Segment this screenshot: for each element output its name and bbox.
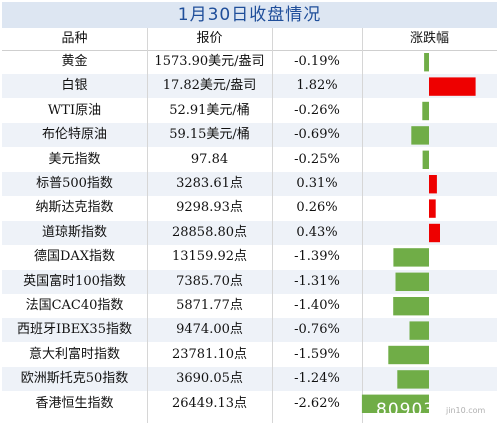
column-divider — [362, 28, 363, 423]
row-change: -0.19% — [294, 54, 340, 69]
row-change: 0.26% — [296, 200, 338, 216]
row-change: -1.39% — [294, 249, 340, 265]
row-price: 5871.77点 — [176, 298, 243, 313]
change-bar — [422, 101, 429, 121]
row-price: 97.84 — [190, 151, 229, 167]
watermark-text: 80903 — [376, 400, 436, 420]
row-name: 西班牙IBEX35指数 — [17, 322, 132, 338]
column-header-price: 报价 — [196, 31, 223, 46]
change-bar — [429, 77, 476, 96]
column-divider — [272, 28, 273, 423]
row-price: 28858.80点 — [171, 224, 248, 240]
table-row: 纳斯达克指数 9298.93点 0.26% — [2, 196, 497, 220]
table-row: 黄金 1573.90美元/盎司 -0.19% — [2, 50, 497, 74]
row-name: 道琼斯指数 — [41, 224, 107, 240]
row-name: 香港恒生指数 — [35, 395, 114, 411]
table-row: 美元指数 97.84 -0.25% — [2, 148, 497, 172]
row-name: 意大利富时指数 — [28, 346, 120, 362]
change-bar — [424, 53, 429, 72]
change-bar — [397, 370, 429, 389]
row-change: 0.43% — [296, 224, 338, 240]
change-bar — [361, 394, 429, 413]
change-bar — [429, 199, 436, 218]
table-row: 德国DAX指数 13159.92点 -1.39% — [2, 245, 497, 269]
row-price: 3690.05点 — [176, 371, 243, 387]
row-change: -1.59% — [294, 346, 340, 362]
column-header-change: 涨跌幅 — [409, 31, 449, 46]
row-name: 英国富时100指数 — [23, 273, 126, 289]
table-row: 法国CAC40指数 5871.77点 -1.40% — [2, 294, 497, 318]
change-bar — [422, 150, 429, 169]
change-bar — [429, 175, 437, 194]
row-name: 法国CAC40指数 — [25, 298, 124, 313]
chart-title: 1月30日收盘情况 — [2, 2, 497, 28]
row-name: 欧洲斯托克50指数 — [20, 371, 129, 387]
row-price: 26449.13点 — [171, 395, 248, 411]
row-name: 布伦特原油 — [41, 127, 107, 143]
row-change: -1.40% — [294, 298, 340, 313]
row-name: 黄金 — [61, 54, 88, 69]
row-change: 0.31% — [296, 176, 338, 191]
row-price: 17.82美元/盎司 — [162, 78, 257, 94]
row-price: 52.91美元/桶 — [169, 102, 250, 118]
row-price: 23781.10点 — [171, 346, 248, 362]
source-mark: jin10.com — [446, 406, 486, 415]
change-bar — [429, 223, 440, 243]
change-bar — [393, 248, 429, 267]
row-price: 9298.93点 — [176, 200, 243, 216]
table-row: 道琼斯指数 28858.80点 0.43% — [2, 220, 497, 245]
change-bar — [411, 126, 429, 145]
row-price: 3283.61点 — [176, 176, 243, 191]
row-change: -0.76% — [294, 322, 340, 338]
row-price: 13159.92点 — [171, 249, 248, 265]
row-price: 7385.70点 — [176, 273, 243, 289]
row-name: 纳斯达克指数 — [35, 200, 114, 216]
row-name: 美元指数 — [48, 151, 101, 167]
row-change: -0.69% — [294, 127, 340, 143]
row-name: 德国DAX指数 — [33, 249, 116, 265]
table-header: 品种 报价 涨跌幅 — [2, 28, 497, 51]
row-change: -1.24% — [294, 371, 340, 387]
table-row: 意大利富时指数 23781.10点 -1.59% — [2, 343, 497, 367]
row-change: -0.26% — [294, 102, 340, 118]
change-bar — [395, 272, 429, 291]
row-change: 1.82% — [296, 78, 338, 94]
change-bar — [393, 297, 429, 316]
table-row: WTI原油 52.91美元/桶 -0.26% — [2, 99, 497, 123]
table-row: 标普500指数 3283.61点 0.31% — [2, 172, 497, 196]
change-bar — [409, 321, 429, 340]
row-name: 标普500指数 — [36, 176, 113, 191]
row-name: 白银 — [61, 78, 88, 94]
row-change: -1.31% — [294, 273, 340, 289]
row-price: 1573.90美元/盎司 — [154, 54, 265, 69]
row-change: -0.25% — [294, 151, 340, 167]
row-price: 9474.00点 — [176, 322, 243, 338]
row-change: -2.62% — [294, 395, 340, 411]
row-price: 59.15美元/桶 — [169, 127, 250, 143]
column-header-name: 品种 — [61, 31, 88, 46]
column-divider — [147, 28, 148, 423]
table-row: 白银 17.82美元/盎司 1.82% — [2, 74, 497, 99]
table-row: 香港恒生指数 26449.13点 -2.62% — [2, 392, 497, 416]
change-bar — [388, 345, 429, 365]
row-name: WTI原油 — [47, 102, 102, 118]
